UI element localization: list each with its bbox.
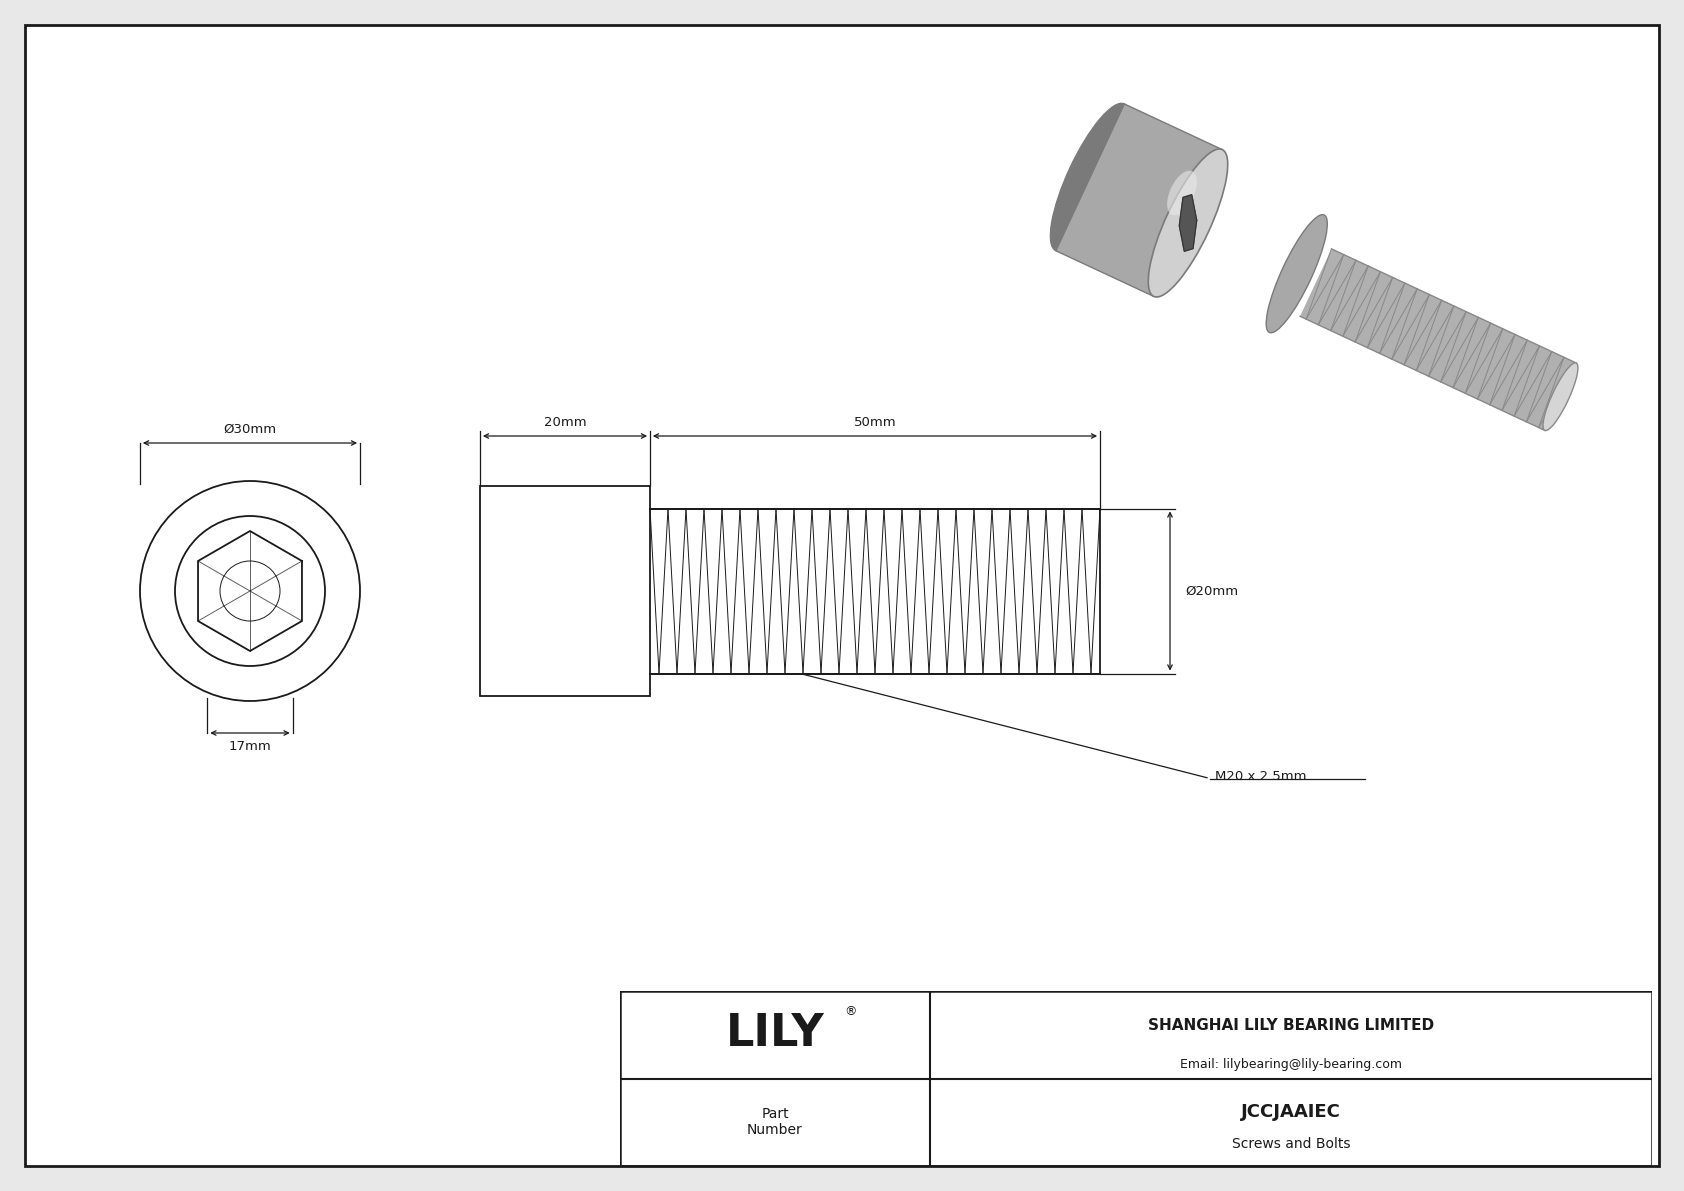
- Ellipse shape: [1543, 363, 1578, 431]
- Polygon shape: [1300, 249, 1576, 430]
- Ellipse shape: [1266, 214, 1327, 332]
- Text: ®: ®: [844, 1005, 855, 1018]
- Text: SHANGHAI LILY BEARING LIMITED: SHANGHAI LILY BEARING LIMITED: [1148, 1018, 1435, 1034]
- Polygon shape: [1056, 104, 1223, 297]
- Text: Ø30mm: Ø30mm: [224, 423, 276, 436]
- Bar: [480, 486, 650, 696]
- Circle shape: [221, 561, 280, 621]
- Text: LILY: LILY: [726, 1011, 823, 1054]
- Circle shape: [175, 516, 325, 666]
- Ellipse shape: [1167, 170, 1197, 216]
- Polygon shape: [1179, 194, 1197, 251]
- Text: 17mm: 17mm: [229, 740, 271, 753]
- Text: 20mm: 20mm: [544, 416, 586, 429]
- Text: JCCJAAIEC: JCCJAAIEC: [1241, 1103, 1340, 1121]
- Text: M20 x 2.5mm: M20 x 2.5mm: [1214, 771, 1307, 784]
- Text: Email: lilybearing@lily-bearing.com: Email: lilybearing@lily-bearing.com: [1180, 1058, 1403, 1071]
- Circle shape: [140, 481, 360, 701]
- Ellipse shape: [1051, 104, 1130, 251]
- Text: Screws and Bolts: Screws and Bolts: [1231, 1137, 1351, 1152]
- Text: Part
Number: Part Number: [748, 1108, 803, 1137]
- Text: 50mm: 50mm: [854, 416, 896, 429]
- Ellipse shape: [1148, 149, 1228, 297]
- Text: Ø20mm: Ø20mm: [1186, 585, 1238, 598]
